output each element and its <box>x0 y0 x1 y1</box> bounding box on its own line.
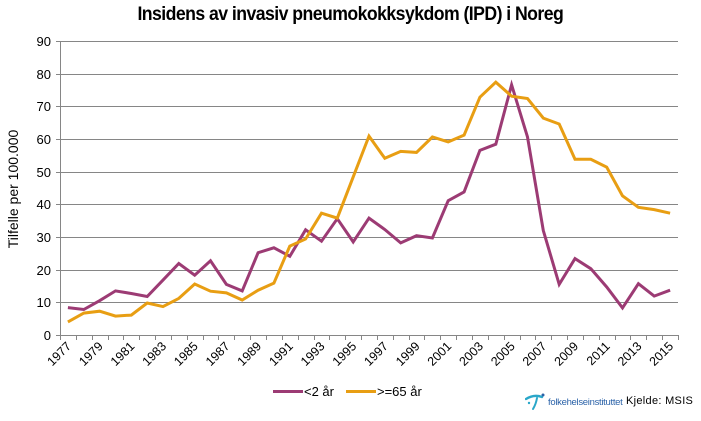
x-tick-label: 1985 <box>171 339 201 369</box>
x-tick-label: 1981 <box>108 339 138 369</box>
x-tick-label: 1989 <box>235 339 265 369</box>
x-tick-label: 2009 <box>552 339 582 369</box>
y-tick-label: 10 <box>37 295 51 310</box>
y-tick-labels: 0 10 20 30 40 50 60 70 80 90 <box>37 34 51 343</box>
x-tick-label: 1983 <box>140 339 170 369</box>
y-tick-label: 70 <box>37 99 51 114</box>
y-tick-label: 60 <box>37 132 51 147</box>
fhi-logo-swoosh-icon <box>525 393 545 410</box>
x-tick-label: 2001 <box>425 339 455 369</box>
series-lines <box>67 79 671 324</box>
legend-item-65-plus[interactable]: >=65 år <box>346 384 422 399</box>
legend-swatch-65-plus <box>346 390 376 393</box>
y-tick-label: 50 <box>37 165 51 180</box>
x-tick-label: 1997 <box>361 339 391 369</box>
legend-label-65-plus: >=65 år <box>377 384 422 399</box>
series-line-under-2[interactable] <box>67 79 671 312</box>
x-tick-label: 1995 <box>330 339 360 369</box>
legend-label-under-2: <2 år <box>304 384 334 399</box>
x-tick-label: 1987 <box>203 339 233 369</box>
y-tick-label: 0 <box>44 328 51 343</box>
x-tick-label: 2015 <box>647 339 677 369</box>
x-tick-label: 1977 <box>44 339 74 369</box>
x-tick-label: 1999 <box>393 339 423 369</box>
gridlines <box>60 41 678 303</box>
y-tick-label: 90 <box>37 34 51 49</box>
chart-title: Insidens av invasiv pneumokokksykdom (IP… <box>137 4 564 25</box>
legend-swatch-under-2 <box>273 390 303 393</box>
x-tick-label: 1979 <box>76 339 106 369</box>
x-tick-label: 2003 <box>456 339 486 369</box>
legend-item-under-2[interactable]: <2 år <box>273 384 334 399</box>
y-tick-label: 20 <box>37 263 51 278</box>
x-tick-label: 2005 <box>488 339 518 369</box>
fhi-logo-text: folkehelseinstituttet <box>548 396 623 408</box>
x-tick-label: 2011 <box>584 339 613 368</box>
x-tick-label: 2013 <box>615 339 645 369</box>
axes <box>56 41 679 340</box>
y-tick-label: 30 <box>37 230 51 245</box>
series-line-65-plus[interactable] <box>67 80 671 324</box>
x-tick-label: 1991 <box>266 339 296 369</box>
source-note: Kjelde: MSIS <box>626 395 694 407</box>
legend: <2 år >=65 år <box>273 384 434 399</box>
x-tick-labels: 1977 1979 1981 1983 1985 1987 1989 1991 1993 1995… <box>44 339 676 369</box>
fhi-logo: folkehelseinstituttet <box>525 393 623 411</box>
y-tick-label: 40 <box>37 197 51 212</box>
x-tick-label: 2007 <box>520 339 550 369</box>
x-tick-label: 1993 <box>298 339 328 369</box>
y-tick-label: 80 <box>37 67 51 82</box>
